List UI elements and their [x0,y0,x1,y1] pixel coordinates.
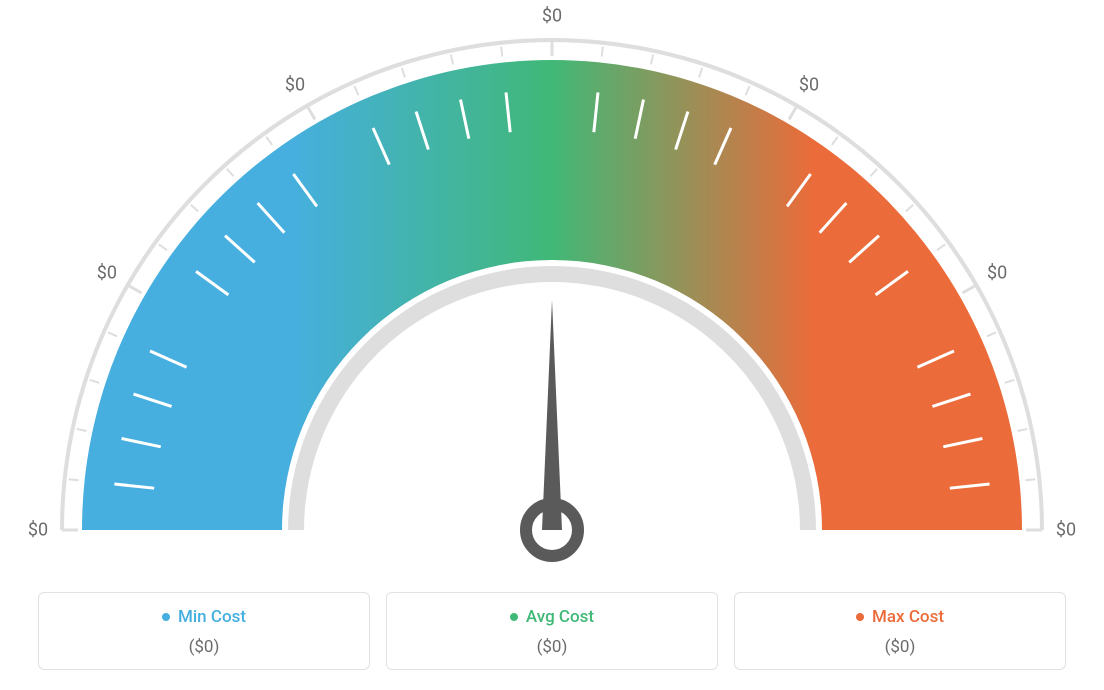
legend-dot-icon [162,613,170,621]
gauge-chart: $0$0$0$0$0$0$0 [42,10,1062,570]
legend-label-avg: Avg Cost [526,607,594,627]
legend-card-min: Min Cost ($0) [38,592,370,670]
legend-value-max: ($0) [745,637,1055,657]
legend-label-max: Max Cost [872,607,944,627]
legend-card-max: Max Cost ($0) [734,592,1066,670]
legend-top: Max Cost [745,607,1055,627]
legend-top: Avg Cost [397,607,707,627]
legend-top: Min Cost [49,607,359,627]
gauge-tick-label: $0 [542,6,562,27]
gauge-tick-label: $0 [97,263,117,284]
legend-value-avg: ($0) [397,637,707,657]
legend-value-min: ($0) [49,637,359,657]
legend-label-min: Min Cost [178,607,246,627]
legend-card-avg: Avg Cost ($0) [386,592,718,670]
gauge-tick-label: $0 [799,74,819,95]
gauge-tick-label: $0 [987,263,1007,284]
legend-dot-icon [510,613,518,621]
legend-row: Min Cost ($0) Avg Cost ($0) Max Cost ($0… [38,592,1066,670]
gauge-tick-label: $0 [1056,520,1076,541]
gauge-tick-label: $0 [285,74,305,95]
gauge-svg [42,10,1062,570]
legend-dot-icon [856,613,864,621]
gauge-tick-label: $0 [28,520,48,541]
